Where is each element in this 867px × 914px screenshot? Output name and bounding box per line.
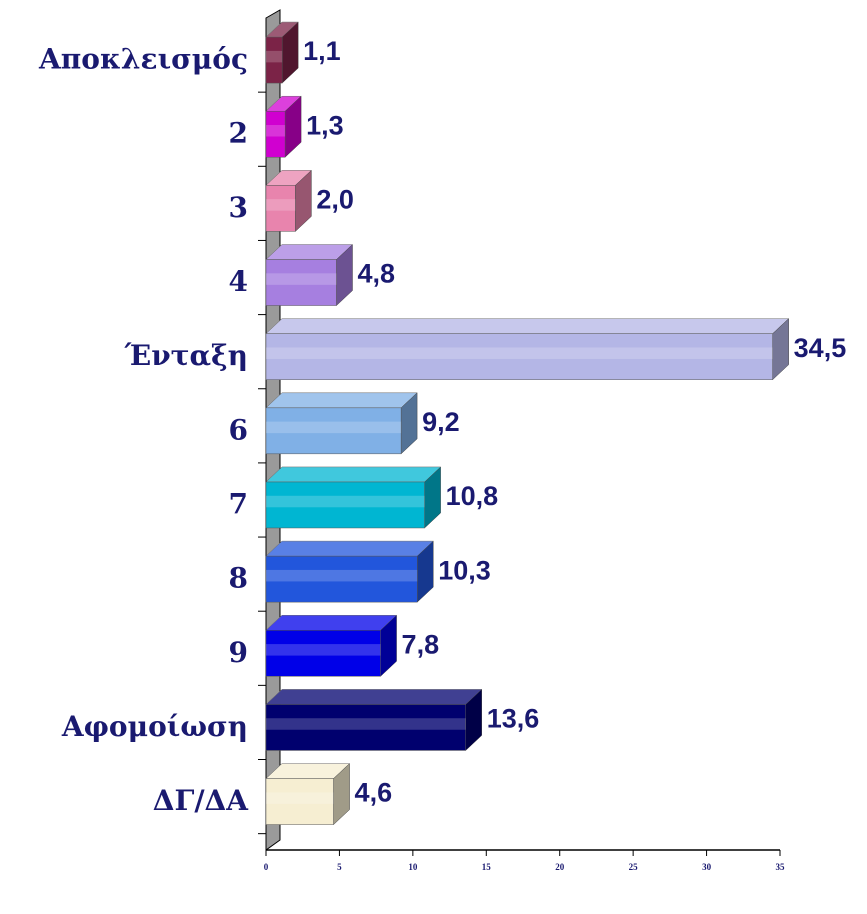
x-tick-label: 10	[408, 862, 418, 872]
value-label: 7,8	[402, 629, 440, 659]
value-label: 4,8	[357, 259, 395, 289]
bar-shine	[266, 569, 418, 582]
value-label: 1,1	[303, 36, 341, 66]
x-tick-label: 0	[264, 862, 269, 872]
y-tick-label: 4	[229, 265, 248, 298]
value-label: 1,3	[306, 110, 344, 140]
value-label: 34,5	[794, 333, 847, 363]
bar-top-shade	[266, 615, 397, 631]
bar-shine	[266, 50, 283, 63]
bar-shine	[266, 495, 425, 508]
bar-side-shade	[285, 96, 302, 158]
bar-shine	[266, 347, 773, 359]
bar-top-shade	[266, 689, 482, 705]
y-tick-label: Αποκλεισμός	[38, 43, 248, 76]
bar-side-shade	[282, 22, 299, 84]
bar-top-shade	[266, 244, 353, 260]
bar-side-shade	[772, 318, 789, 380]
value-label: 4,6	[355, 778, 393, 808]
y-tick-label: 3	[229, 191, 248, 224]
x-tick-label: 20	[555, 862, 565, 872]
bar	[265, 481, 425, 529]
value-label: 13,6	[487, 704, 540, 734]
bar-side-shade	[417, 541, 434, 603]
bar-shine	[266, 199, 296, 211]
bar-side-shade	[336, 244, 353, 306]
y-tick-label: 8	[229, 562, 248, 595]
x-tick-label: 5	[337, 862, 342, 872]
bar-top-shade	[266, 763, 350, 779]
bar-top-shade	[266, 541, 434, 557]
bar-shine	[266, 273, 337, 285]
bar-side-shade	[401, 392, 418, 454]
bar-top-shade	[266, 170, 312, 186]
y-tick-label: 2	[229, 117, 248, 150]
bar-shine	[266, 718, 466, 730]
value-label: 2,0	[316, 185, 354, 215]
value-label: 10,3	[438, 555, 491, 585]
bar	[265, 555, 418, 603]
y-tick-label: Αφομοίωση	[61, 710, 248, 743]
value-label: 10,8	[446, 481, 499, 511]
bar-shine	[266, 792, 334, 804]
bar	[265, 185, 296, 232]
bar-top-shade	[266, 392, 418, 408]
x-tick-label: 25	[629, 862, 639, 872]
y-tick-label: 7	[229, 487, 248, 520]
bar-shine	[266, 644, 381, 656]
bar-side-shade	[295, 170, 312, 232]
bar	[265, 36, 283, 84]
y-tick-label: 9	[229, 636, 248, 669]
bar	[265, 630, 381, 677]
bar	[265, 259, 337, 306]
bar-top-shade	[266, 318, 789, 334]
y-tick-label: 6	[229, 413, 248, 446]
bar	[265, 333, 773, 380]
x-tick-label: 15	[482, 862, 492, 872]
bar	[265, 704, 466, 751]
bar-side-shade	[333, 763, 350, 825]
bar-top-shade	[266, 22, 299, 38]
value-label: 9,2	[422, 407, 460, 437]
bar-side-shade	[424, 466, 441, 528]
bar-shine	[266, 125, 286, 137]
bar	[265, 778, 334, 825]
bar	[265, 110, 286, 158]
bar-side-shade	[465, 689, 482, 751]
y-tick-label: Ένταξη	[124, 339, 248, 372]
x-tick-label: 35	[776, 862, 786, 872]
bar	[265, 407, 402, 455]
bar-side-shade	[380, 615, 397, 677]
bar-top-shade	[266, 96, 302, 112]
x-tick-label: 30	[702, 862, 712, 872]
bar-shine	[266, 421, 402, 434]
bar-top-shade	[266, 466, 441, 482]
y-tick-label: ΔΓ/ΔΑ	[153, 784, 250, 817]
